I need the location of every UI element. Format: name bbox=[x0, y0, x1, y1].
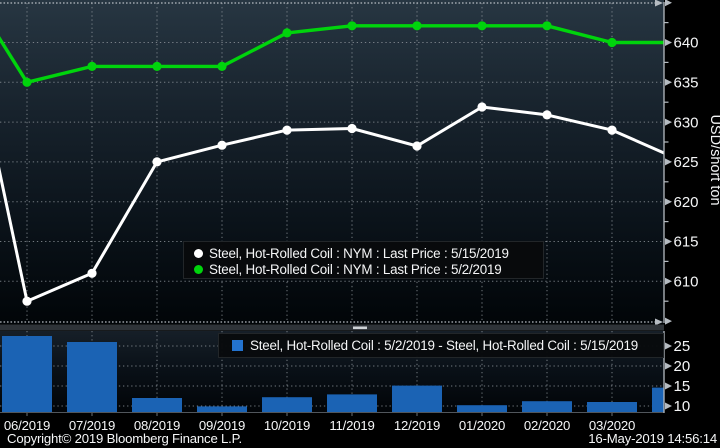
spread-bar bbox=[457, 405, 507, 413]
data-point-green bbox=[217, 61, 227, 71]
data-point-green bbox=[282, 28, 292, 38]
data-point-white bbox=[282, 125, 292, 135]
data-point-green bbox=[22, 77, 32, 87]
data-point-green bbox=[347, 21, 357, 31]
y-tick-arrow-icon bbox=[665, 118, 672, 126]
copyright-text: Copyright© 2019 Bloomberg Finance L.P. bbox=[7, 431, 242, 446]
price-legend: Steel, Hot-Rolled Coil : NYM : Last Pric… bbox=[183, 241, 544, 279]
x-tick-label: 07/2019 bbox=[69, 418, 115, 433]
price-panel-borders bbox=[0, 2, 655, 323]
price-plot bbox=[0, 21, 664, 306]
legend-label-white: Steel, Hot-Rolled Coil : NYM : Last Pric… bbox=[209, 245, 509, 261]
y-tick-arrow-icon bbox=[665, 402, 672, 410]
x-tick-label: 12/2019 bbox=[394, 418, 440, 433]
y-tick-label: 10 bbox=[674, 398, 691, 415]
legend-row-white: Steel, Hot-Rolled Coil : NYM : Last Pric… bbox=[192, 245, 543, 261]
data-point-white bbox=[87, 268, 97, 278]
series-marker-white-dot-icon bbox=[194, 248, 203, 258]
data-point-white bbox=[412, 141, 422, 151]
series-marker-blue-square-icon bbox=[232, 340, 243, 351]
data-point-white bbox=[152, 157, 162, 167]
y-tick-arrow-icon bbox=[665, 0, 672, 7]
x-tick-label: 10/2019 bbox=[264, 418, 310, 433]
x-tick-label: 06/2019 bbox=[4, 418, 50, 433]
data-point-white bbox=[347, 123, 357, 134]
data-point-green bbox=[542, 21, 552, 31]
y-tick-label: 15 bbox=[674, 378, 691, 395]
data-point-white bbox=[542, 110, 552, 120]
y-tick-arrow-icon bbox=[665, 277, 672, 285]
y-tick-arrow-icon bbox=[665, 362, 672, 370]
y-tick-label: 640 bbox=[674, 35, 699, 52]
x-tick-label: 11/2019 bbox=[329, 418, 374, 433]
legend-row-green: Steel, Hot-Rolled Coil : NYM : Last Pric… bbox=[192, 261, 543, 277]
data-point-white bbox=[217, 140, 227, 150]
legend-label-green: Steel, Hot-Rolled Coil : NYM : Last Pric… bbox=[209, 261, 502, 277]
x-axis-labels: 06/2019 07/2019 08/2019 09/2019 10/2019 11/20… bbox=[4, 413, 635, 433]
datetime-text: 16-May-2019 14:56:14 bbox=[588, 431, 717, 446]
data-point-white bbox=[607, 125, 617, 135]
time-axis-arrow-icon bbox=[655, 0, 663, 7]
spread-bar bbox=[392, 385, 442, 413]
time-axis-arrow-icon bbox=[655, 318, 663, 326]
spread-bar bbox=[652, 387, 664, 413]
spread-bar bbox=[327, 394, 377, 413]
data-point-white bbox=[477, 102, 487, 112]
data-point-green bbox=[87, 61, 97, 71]
data-point-green bbox=[607, 37, 617, 48]
y-axis-title: USD/short ton bbox=[707, 114, 720, 205]
y-tick-label: 25 bbox=[674, 338, 691, 355]
spread-bar bbox=[67, 342, 117, 413]
x-tick-label: 01/2020 bbox=[459, 418, 505, 433]
y-tick-label: 615 bbox=[674, 234, 699, 251]
y-tick-label: 625 bbox=[674, 154, 699, 171]
panel-separator bbox=[0, 324, 664, 331]
price-y-axis: 640 635 630 625 620 615 610 USD/short ton bbox=[663, 0, 720, 325]
x-tick-label: 08/2019 bbox=[134, 418, 180, 433]
spread-legend: Steel, Hot-Rolled Coil : 5/2/2019 - Stee… bbox=[218, 333, 664, 358]
spread-bar bbox=[2, 336, 52, 413]
y-tick-arrow-icon bbox=[665, 382, 672, 390]
y-tick-label: 630 bbox=[674, 114, 699, 131]
separator-scrollbar-thumb[interactable] bbox=[353, 326, 367, 330]
spread-bars bbox=[2, 336, 664, 413]
y-tick-arrow-icon bbox=[665, 238, 672, 245]
price-line-white bbox=[0, 105, 664, 303]
x-tick-label: 02/2020 bbox=[524, 418, 570, 433]
x-tick-label: 03/2020 bbox=[589, 418, 635, 433]
spread-bar bbox=[587, 402, 637, 413]
x-tick-label: 09/2019 bbox=[199, 418, 245, 433]
y-tick-label: 620 bbox=[674, 194, 699, 211]
data-point-green bbox=[477, 21, 487, 31]
y-tick-arrow-icon bbox=[665, 158, 672, 166]
data-point-green bbox=[152, 61, 162, 71]
series-marker-green-dot-icon bbox=[194, 264, 203, 274]
spread-bar bbox=[262, 397, 312, 413]
y-tick-arrow-icon bbox=[665, 342, 672, 350]
spread-y-axis: 25 20 15 10 bbox=[663, 331, 691, 415]
y-tick-label: 20 bbox=[674, 358, 691, 375]
spread-bar bbox=[197, 406, 247, 413]
y-tick-arrow-icon bbox=[665, 78, 672, 86]
y-tick-arrow-icon bbox=[665, 317, 672, 325]
data-point-green bbox=[412, 21, 422, 31]
y-tick-arrow-icon bbox=[665, 39, 672, 46]
spread-bar bbox=[132, 398, 182, 413]
legend-label-spread: Steel, Hot-Rolled Coil : 5/2/2019 - Stee… bbox=[250, 338, 638, 353]
data-point-white bbox=[22, 296, 32, 306]
y-tick-label: 610 bbox=[674, 274, 699, 291]
y-tick-label: 635 bbox=[674, 75, 699, 92]
y-tick-arrow-icon bbox=[665, 198, 672, 206]
spread-bar bbox=[522, 401, 572, 413]
price-line-green bbox=[0, 24, 664, 85]
